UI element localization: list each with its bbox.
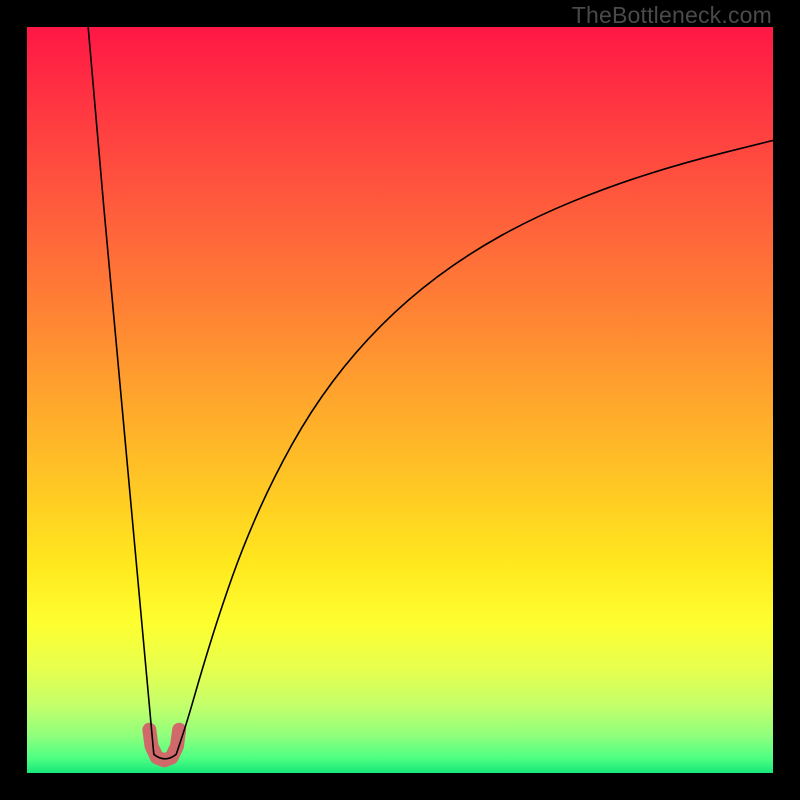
watermark-text: TheBottleneck.com — [572, 2, 772, 29]
plot-svg — [27, 27, 773, 773]
gradient-background — [27, 27, 773, 773]
chart-container: TheBottleneck.com — [0, 0, 800, 800]
